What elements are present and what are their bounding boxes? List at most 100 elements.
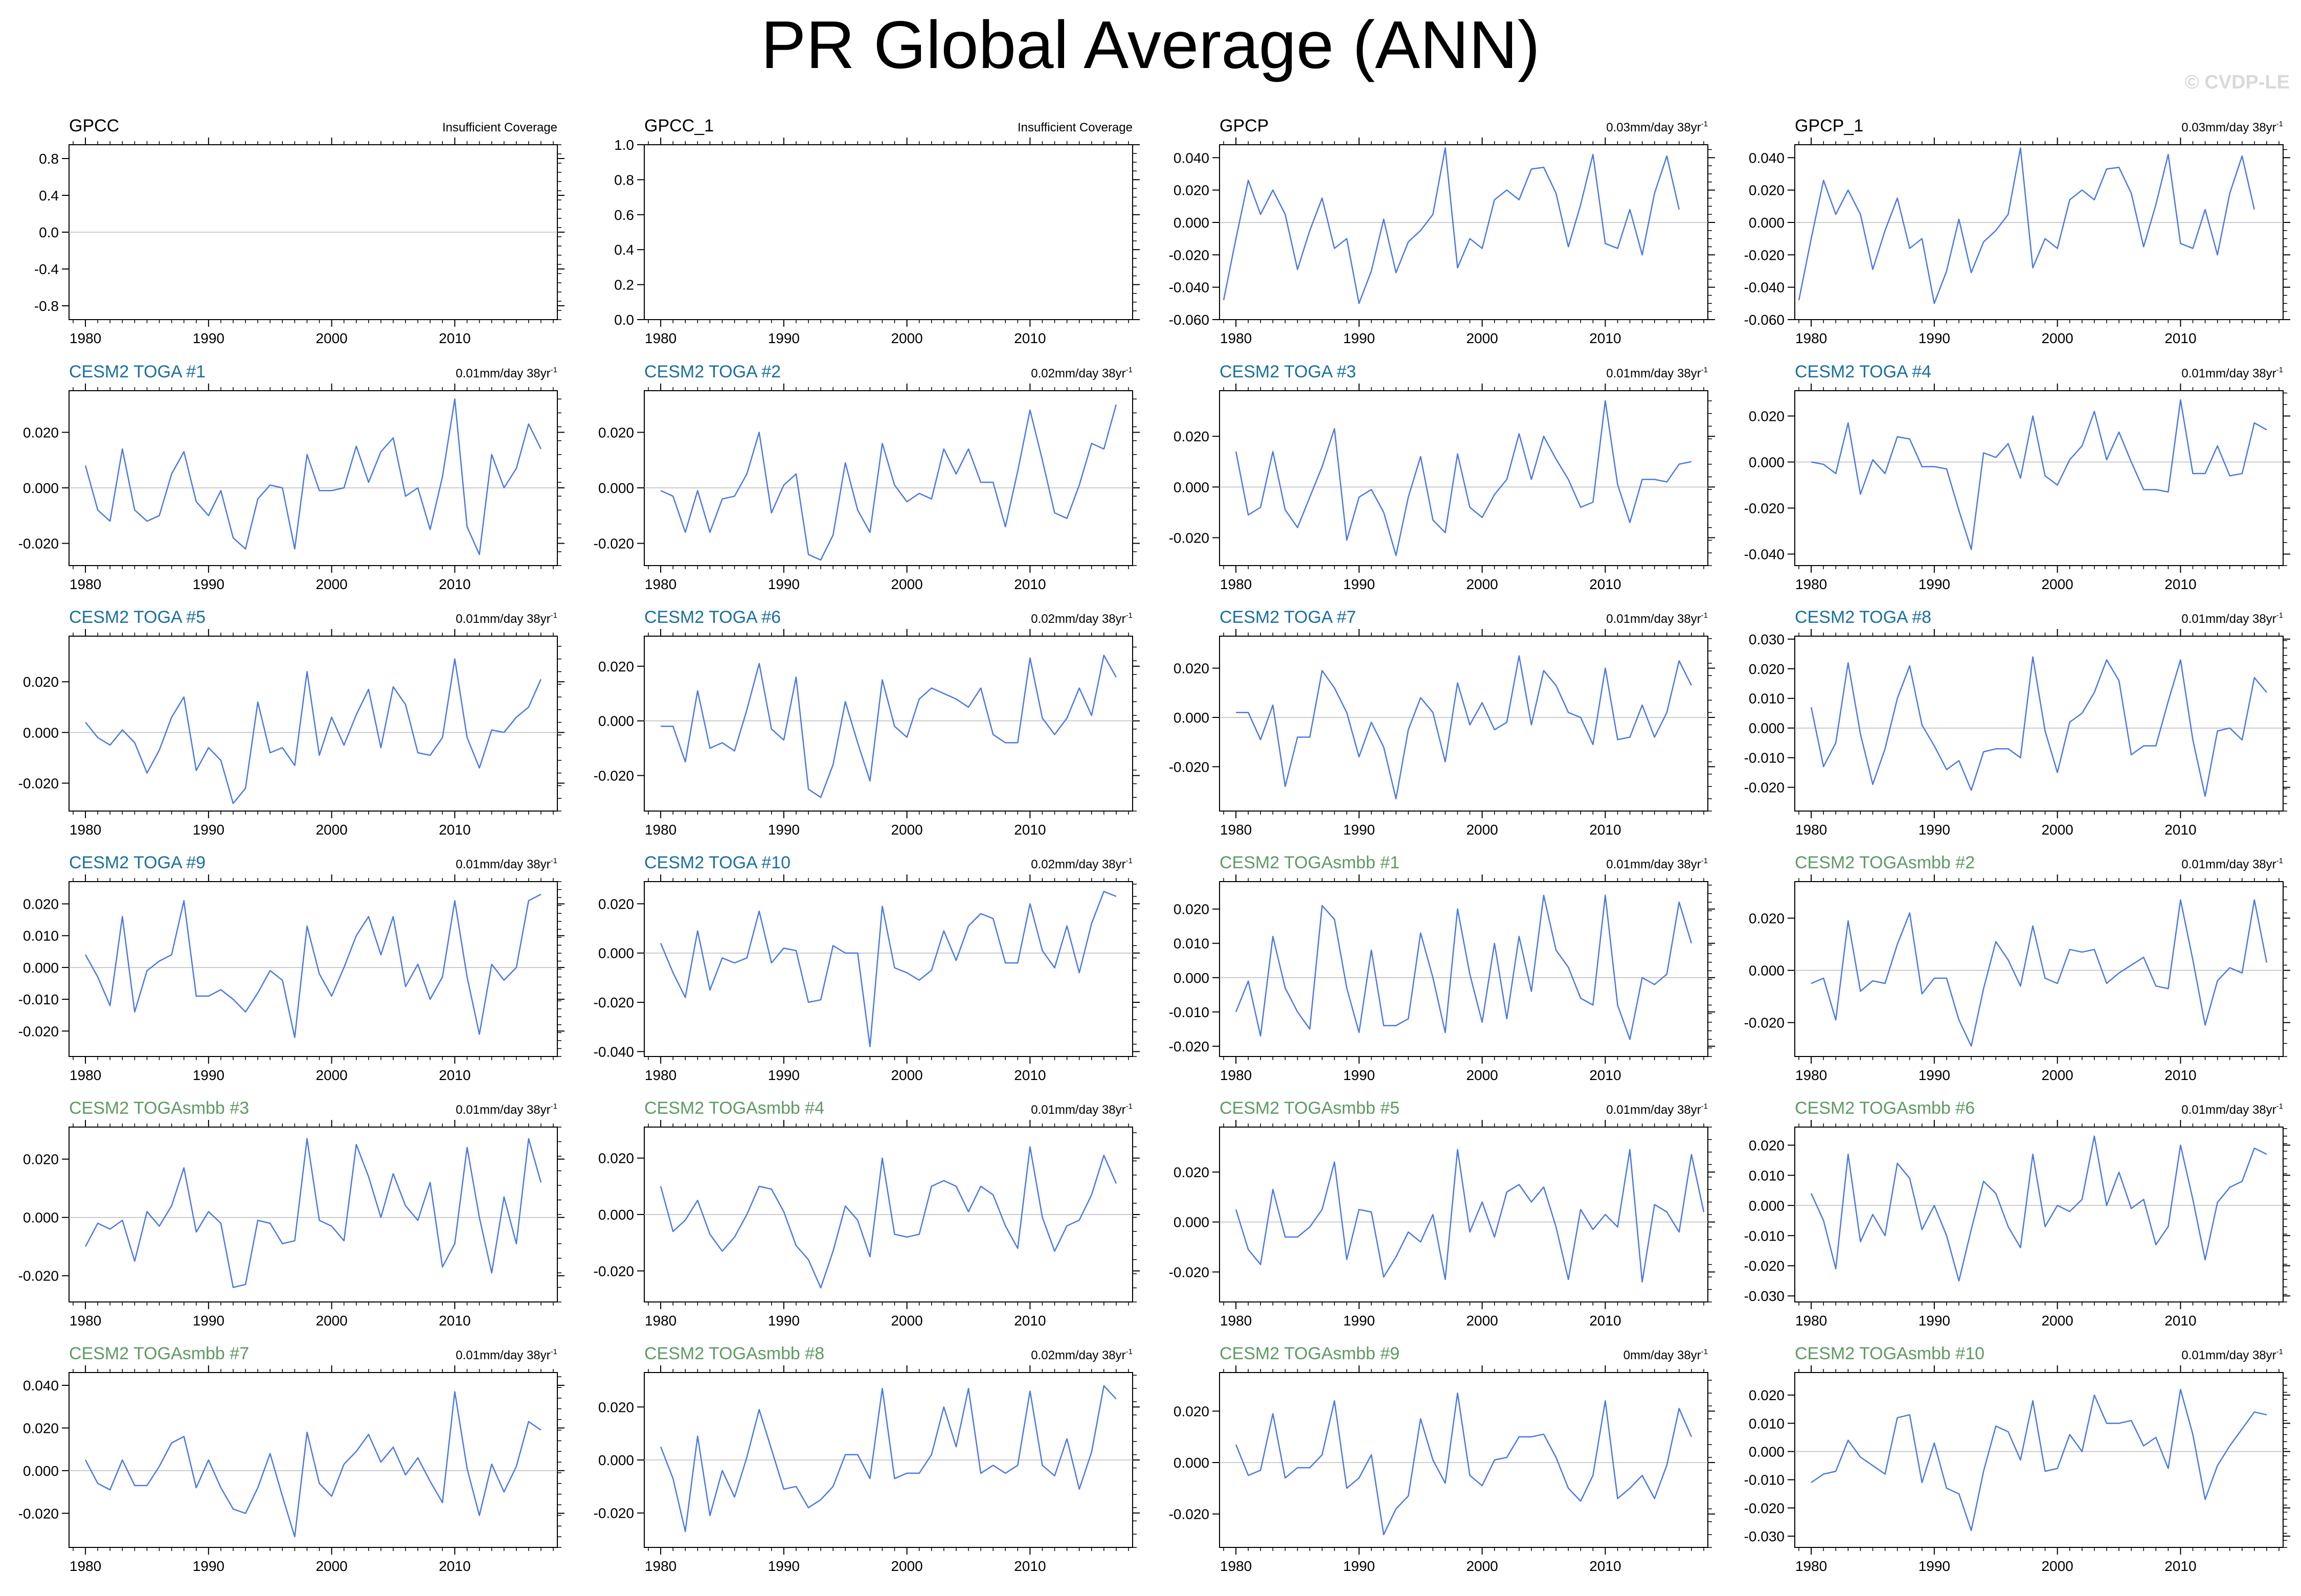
x-tick-label: 2000 bbox=[1466, 822, 1498, 838]
x-tick-label: 1980 bbox=[645, 330, 676, 346]
panel-title: CESM2 TOGAsmbb #7 bbox=[69, 1344, 249, 1363]
y-tick-label: 0.000 bbox=[598, 1207, 634, 1223]
x-tick-label: 2000 bbox=[2041, 576, 2073, 592]
x-tick-label: 1990 bbox=[768, 330, 800, 346]
y-tick-label: 0.020 bbox=[598, 1399, 634, 1415]
y-tick-label: 0.020 bbox=[598, 424, 634, 440]
x-tick-label: 2010 bbox=[1014, 576, 1046, 592]
y-tick-label: 0.020 bbox=[1749, 409, 1785, 424]
y-tick-label: -0.020 bbox=[594, 768, 634, 784]
x-tick-label: 1990 bbox=[193, 576, 224, 592]
y-tick-label: -0.020 bbox=[594, 995, 634, 1010]
x-tick-label: 1980 bbox=[1220, 1558, 1252, 1574]
trend-exponent: -1 bbox=[1701, 1102, 1708, 1111]
trend-label: 0.02mm/day 38yr-1 bbox=[1031, 857, 1133, 871]
y-tick-label: -0.010 bbox=[1744, 750, 1785, 766]
y-tick-label: 0.010 bbox=[1174, 936, 1209, 952]
x-tick-label: 2000 bbox=[891, 1067, 922, 1083]
trend-exponent: -1 bbox=[1701, 366, 1708, 374]
plot-frame bbox=[644, 390, 1133, 566]
y-tick-label: 0.000 bbox=[1174, 1215, 1209, 1230]
x-tick-label: 1990 bbox=[193, 1067, 224, 1083]
x-tick-label: 1990 bbox=[1343, 822, 1375, 838]
y-tick-label: -0.020 bbox=[18, 775, 59, 791]
trend-label: 0.01mm/day 38yr-1 bbox=[456, 1102, 557, 1117]
panel-cesm2-togasmbb-7: CESM2 TOGAsmbb #7 0.01mm/day 38yr-1 -0.020… bbox=[18, 1344, 565, 1574]
x-tick-label: 1990 bbox=[1919, 330, 1950, 346]
trend-exponent: -1 bbox=[551, 857, 557, 865]
panel-cesm2-toga-3: CESM2 TOGA #3 0.01mm/day 38yr-1 -0.020 0.00… bbox=[1169, 362, 1715, 592]
trend-label: 0.01mm/day 38yr-1 bbox=[456, 857, 557, 871]
y-tick-label: 0.6 bbox=[614, 207, 634, 223]
panel-cesm2-togasmbb-10: CESM2 TOGAsmbb #10 0.01mm/day 38yr-1 -0.03… bbox=[1744, 1344, 2290, 1574]
panel-title: CESM2 TOGA #7 bbox=[1220, 608, 1356, 627]
panel-title: CESM2 TOGA #6 bbox=[644, 608, 781, 627]
plot-frame bbox=[1219, 1372, 1708, 1548]
series-line bbox=[661, 655, 1117, 798]
x-tick-label: 2000 bbox=[2041, 822, 2073, 838]
x-tick-label: 2000 bbox=[315, 1558, 347, 1574]
trend-exponent: -1 bbox=[551, 1347, 557, 1356]
panel-cesm2-toga-8: CESM2 TOGA #8 0.01mm/day 38yr-1 -0.020 -0.0… bbox=[1744, 608, 2290, 838]
panel-title: CESM2 TOGA #5 bbox=[69, 608, 206, 627]
x-tick-label: 2010 bbox=[439, 330, 470, 346]
x-tick-label: 2010 bbox=[1014, 330, 1046, 346]
x-tick-label: 1990 bbox=[193, 1313, 224, 1329]
y-tick-label: 0.000 bbox=[1749, 1444, 1785, 1459]
series-line bbox=[84, 398, 542, 555]
x-tick-label: 2010 bbox=[2164, 576, 2196, 592]
y-tick-label: 0.000 bbox=[1174, 479, 1209, 495]
y-tick-label: 0.010 bbox=[1749, 1415, 1785, 1431]
trend-label: 0.01mm/day 38yr-1 bbox=[1606, 857, 1708, 871]
trend-label: 0.01mm/day 38yr-1 bbox=[2181, 1102, 2283, 1117]
panel-cesm2-togasmbb-2: CESM2 TOGAsmbb #2 0.01mm/day 38yr-1 -0.020… bbox=[1744, 853, 2290, 1083]
y-tick-label: 0.8 bbox=[614, 172, 634, 188]
x-tick-label: 2000 bbox=[315, 330, 347, 346]
y-tick-label: -0.020 bbox=[594, 536, 634, 552]
x-tick-label: 2000 bbox=[315, 822, 347, 838]
x-tick-label: 1980 bbox=[1220, 822, 1252, 838]
y-tick-label: 0.4 bbox=[614, 242, 634, 258]
panel-cesm2-togasmbb-3: CESM2 TOGAsmbb #3 0.01mm/day 38yr-1 -0.020… bbox=[18, 1098, 565, 1329]
series-line bbox=[660, 1385, 1117, 1533]
y-tick-label: 0.020 bbox=[23, 674, 59, 690]
x-tick-label: 1990 bbox=[1343, 1313, 1375, 1329]
x-tick-label: 2010 bbox=[439, 822, 470, 838]
trend-exponent: -1 bbox=[1126, 857, 1133, 865]
x-tick-label: 1980 bbox=[1220, 1313, 1252, 1329]
y-tick-label: -0.020 bbox=[1169, 1264, 1209, 1280]
y-tick-label: 0.0 bbox=[614, 312, 634, 328]
x-tick-label: 2010 bbox=[2164, 1558, 2196, 1574]
page-title: PR Global Average (ANN) bbox=[761, 7, 1540, 82]
x-tick-label: 2010 bbox=[439, 576, 470, 592]
y-tick-label: 0.000 bbox=[598, 713, 634, 729]
y-tick-label: 0.020 bbox=[598, 1151, 634, 1166]
y-tick-label: -0.020 bbox=[18, 536, 59, 552]
trend-label: 0.01mm/day 38yr-1 bbox=[2181, 366, 2283, 380]
y-tick-label: -0.020 bbox=[18, 1505, 59, 1521]
panel-cesm2-togasmbb-6: CESM2 TOGAsmbb #6 0.01mm/day 38yr-1 -0.030… bbox=[1744, 1098, 2290, 1329]
trend-exponent: -1 bbox=[1701, 1347, 1708, 1356]
panel-cesm2-toga-4: CESM2 TOGA #4 0.01mm/day 38yr-1 -0.040 -0.0… bbox=[1744, 362, 2290, 592]
series-line bbox=[660, 891, 1117, 1047]
trend-label: 0.02mm/day 38yr-1 bbox=[1031, 1347, 1133, 1362]
series-line bbox=[85, 658, 542, 804]
panel-cesm2-toga-1: CESM2 TOGA #1 0.01mm/day 38yr-1 -0.020 0.00… bbox=[18, 362, 565, 592]
y-tick-label: 0.000 bbox=[1749, 963, 1785, 979]
panel-title: CESM2 TOGAsmbb #5 bbox=[1220, 1098, 1400, 1118]
x-tick-label: 1980 bbox=[645, 576, 676, 592]
series-line bbox=[1223, 147, 1680, 304]
trend-exponent: -1 bbox=[2276, 120, 2283, 128]
trend-label: Insufficient Coverage bbox=[442, 121, 557, 134]
trend-label: 0.01mm/day 38yr-1 bbox=[2181, 611, 2283, 626]
y-tick-label: -0.020 bbox=[1169, 1507, 1209, 1522]
y-tick-label: -0.020 bbox=[1169, 530, 1209, 546]
y-tick-label: 0.000 bbox=[23, 1210, 59, 1226]
trend-exponent: -1 bbox=[1126, 611, 1133, 620]
x-tick-label: 1990 bbox=[1919, 576, 1950, 592]
panel-title: CESM2 TOGA #1 bbox=[69, 362, 206, 381]
series-line bbox=[85, 893, 542, 1038]
x-tick-label: 2000 bbox=[2041, 330, 2073, 346]
y-tick-label: 0.000 bbox=[1174, 710, 1209, 726]
x-tick-label: 2010 bbox=[1014, 822, 1046, 838]
